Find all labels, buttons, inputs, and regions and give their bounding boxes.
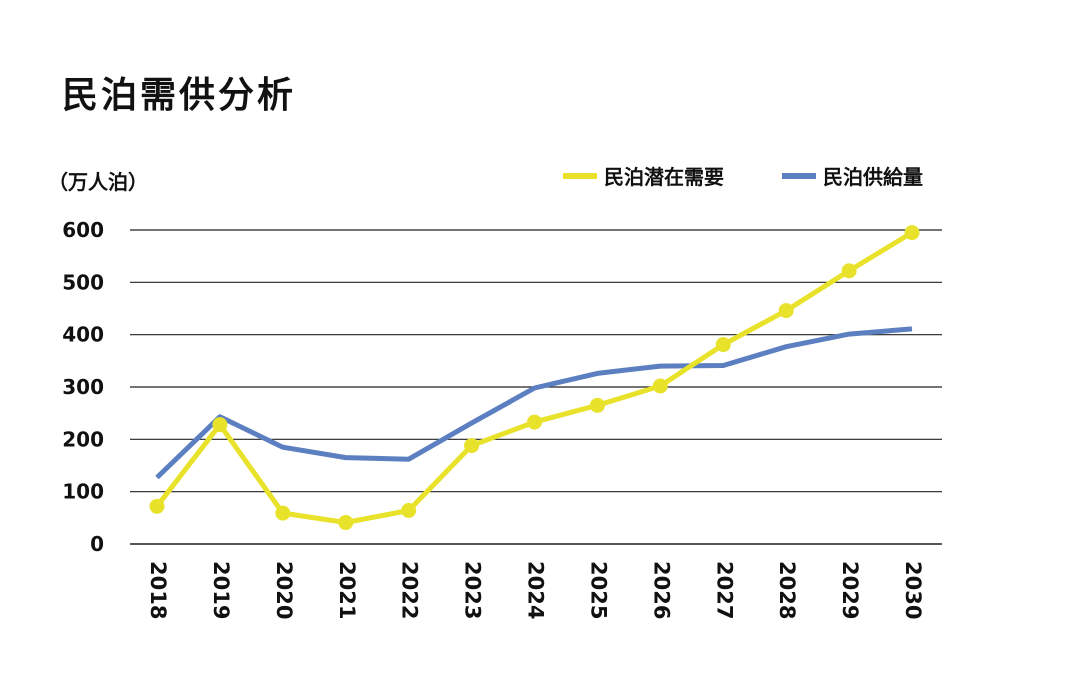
y-tick-label: 0 <box>90 532 104 556</box>
y-tick-label: 300 <box>62 375 104 399</box>
data-point <box>149 498 165 514</box>
y-tick-label: 100 <box>62 480 104 504</box>
data-point <box>652 378 668 394</box>
x-tick-label: 2019 <box>209 561 233 619</box>
y-tick-label: 200 <box>62 427 104 451</box>
x-tick-labels: 2018 2019 2020 2021 2022 2023 2024 2025 2026 2027… <box>146 561 925 619</box>
legend-label: 民泊潜在需要 <box>604 165 724 189</box>
series-line <box>155 230 914 525</box>
x-tick-label: 2028 <box>775 561 799 619</box>
x-tick-label: 2024 <box>524 561 548 619</box>
data-point <box>338 515 354 531</box>
x-tick-label: 2030 <box>901 561 925 619</box>
data-point <box>464 438 480 454</box>
x-tick-label: 2025 <box>586 561 610 619</box>
x-tick-label: 2026 <box>649 561 673 619</box>
legend: 民泊潜在需要 民泊供給量 <box>563 165 923 189</box>
y-tick-label: 400 <box>62 323 104 347</box>
data-point <box>275 505 291 521</box>
y-tick-label: 500 <box>62 270 104 294</box>
series-line <box>155 326 913 480</box>
x-tick-label: 2018 <box>146 561 170 619</box>
data-point <box>778 303 794 319</box>
x-tick-label: 2022 <box>398 561 422 619</box>
y-tick-labels: 0 100 200 300 400 500 600 <box>62 218 104 556</box>
x-tick-label: 2020 <box>272 561 296 619</box>
data-point <box>401 503 417 519</box>
y-tick-label: 600 <box>62 218 104 242</box>
chart-title: 民泊需供分析 <box>62 75 297 116</box>
data-point <box>841 263 857 279</box>
data-point <box>904 225 920 241</box>
data-point <box>527 414 542 430</box>
data-point <box>589 397 605 413</box>
series-lines <box>149 225 920 531</box>
x-tick-label: 2021 <box>335 561 359 619</box>
legend-label: 民泊供給量 <box>823 165 923 189</box>
x-tick-label: 2029 <box>838 561 862 619</box>
x-tick-label: 2023 <box>461 561 485 619</box>
y-axis-unit-label: （万人泊） <box>48 170 148 194</box>
data-point <box>715 337 731 353</box>
x-tick-label: 2027 <box>712 561 736 619</box>
data-point <box>212 417 228 433</box>
